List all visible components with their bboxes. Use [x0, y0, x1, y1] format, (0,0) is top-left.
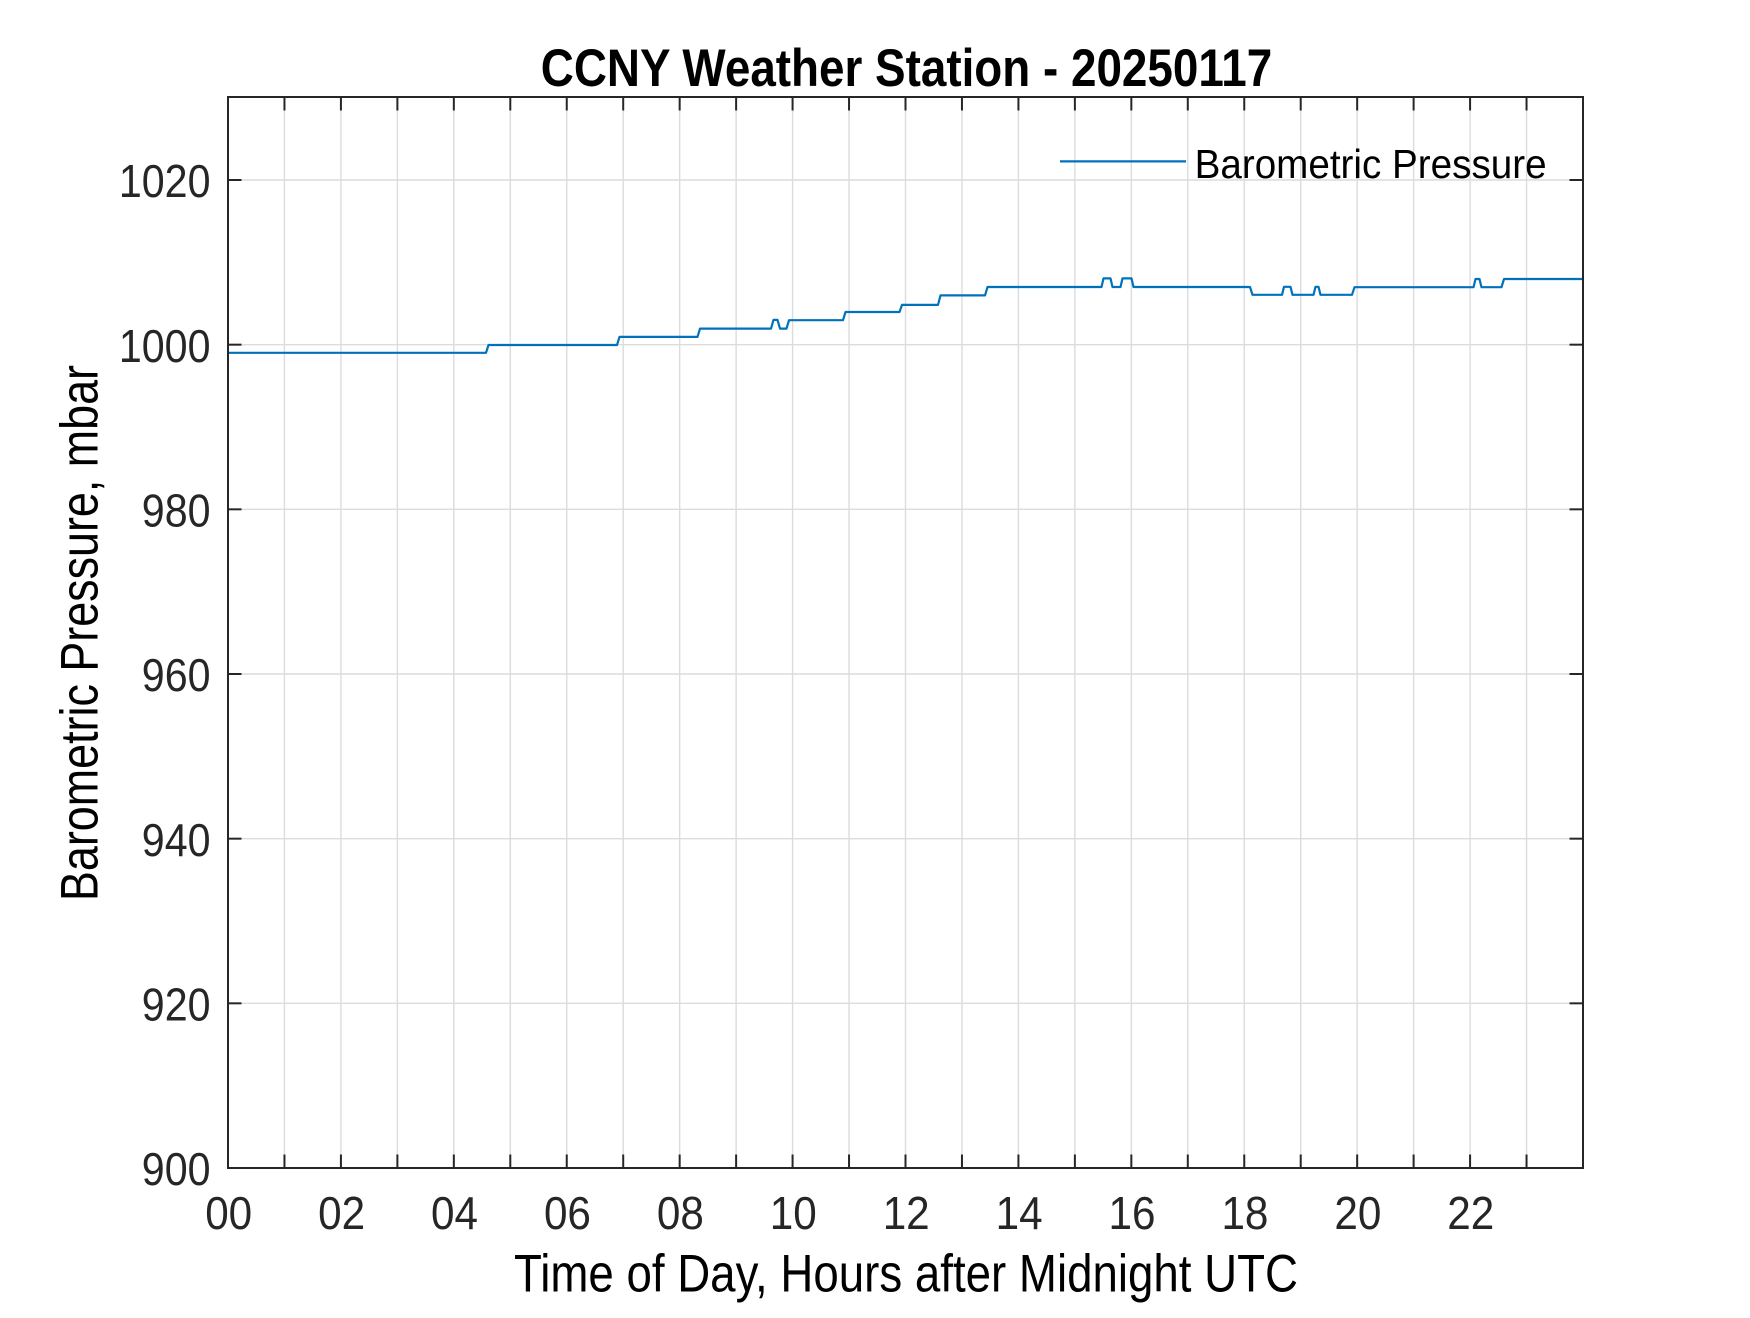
svg-text:04: 04 — [431, 1187, 478, 1239]
svg-text:12: 12 — [883, 1187, 930, 1239]
svg-text:920: 920 — [142, 979, 211, 1031]
svg-text:06: 06 — [544, 1187, 591, 1239]
svg-text:940: 940 — [142, 814, 211, 866]
svg-text:20: 20 — [1334, 1187, 1381, 1239]
svg-text:16: 16 — [1109, 1187, 1156, 1239]
svg-text:Barometric Pressure: Barometric Pressure — [1195, 141, 1547, 187]
svg-text:960: 960 — [142, 649, 211, 701]
svg-text:900: 900 — [142, 1143, 211, 1195]
svg-text:Barometric Pressure, mbar: Barometric Pressure, mbar — [51, 365, 110, 901]
svg-text:10: 10 — [770, 1187, 817, 1239]
svg-text:18: 18 — [1221, 1187, 1268, 1239]
svg-text:02: 02 — [318, 1187, 365, 1239]
svg-text:14: 14 — [996, 1187, 1043, 1239]
svg-text:00: 00 — [205, 1187, 252, 1239]
svg-text:Time of Day, Hours after Midni: Time of Day, Hours after Midnight UTC — [514, 1245, 1298, 1304]
svg-text:1020: 1020 — [119, 155, 211, 207]
svg-text:22: 22 — [1447, 1187, 1494, 1239]
svg-text:08: 08 — [657, 1187, 704, 1239]
svg-text:980: 980 — [142, 485, 211, 537]
svg-text:CCNY Weather Station - 2025011: CCNY Weather Station - 20250117 — [541, 39, 1273, 98]
svg-text:1000: 1000 — [119, 320, 211, 372]
